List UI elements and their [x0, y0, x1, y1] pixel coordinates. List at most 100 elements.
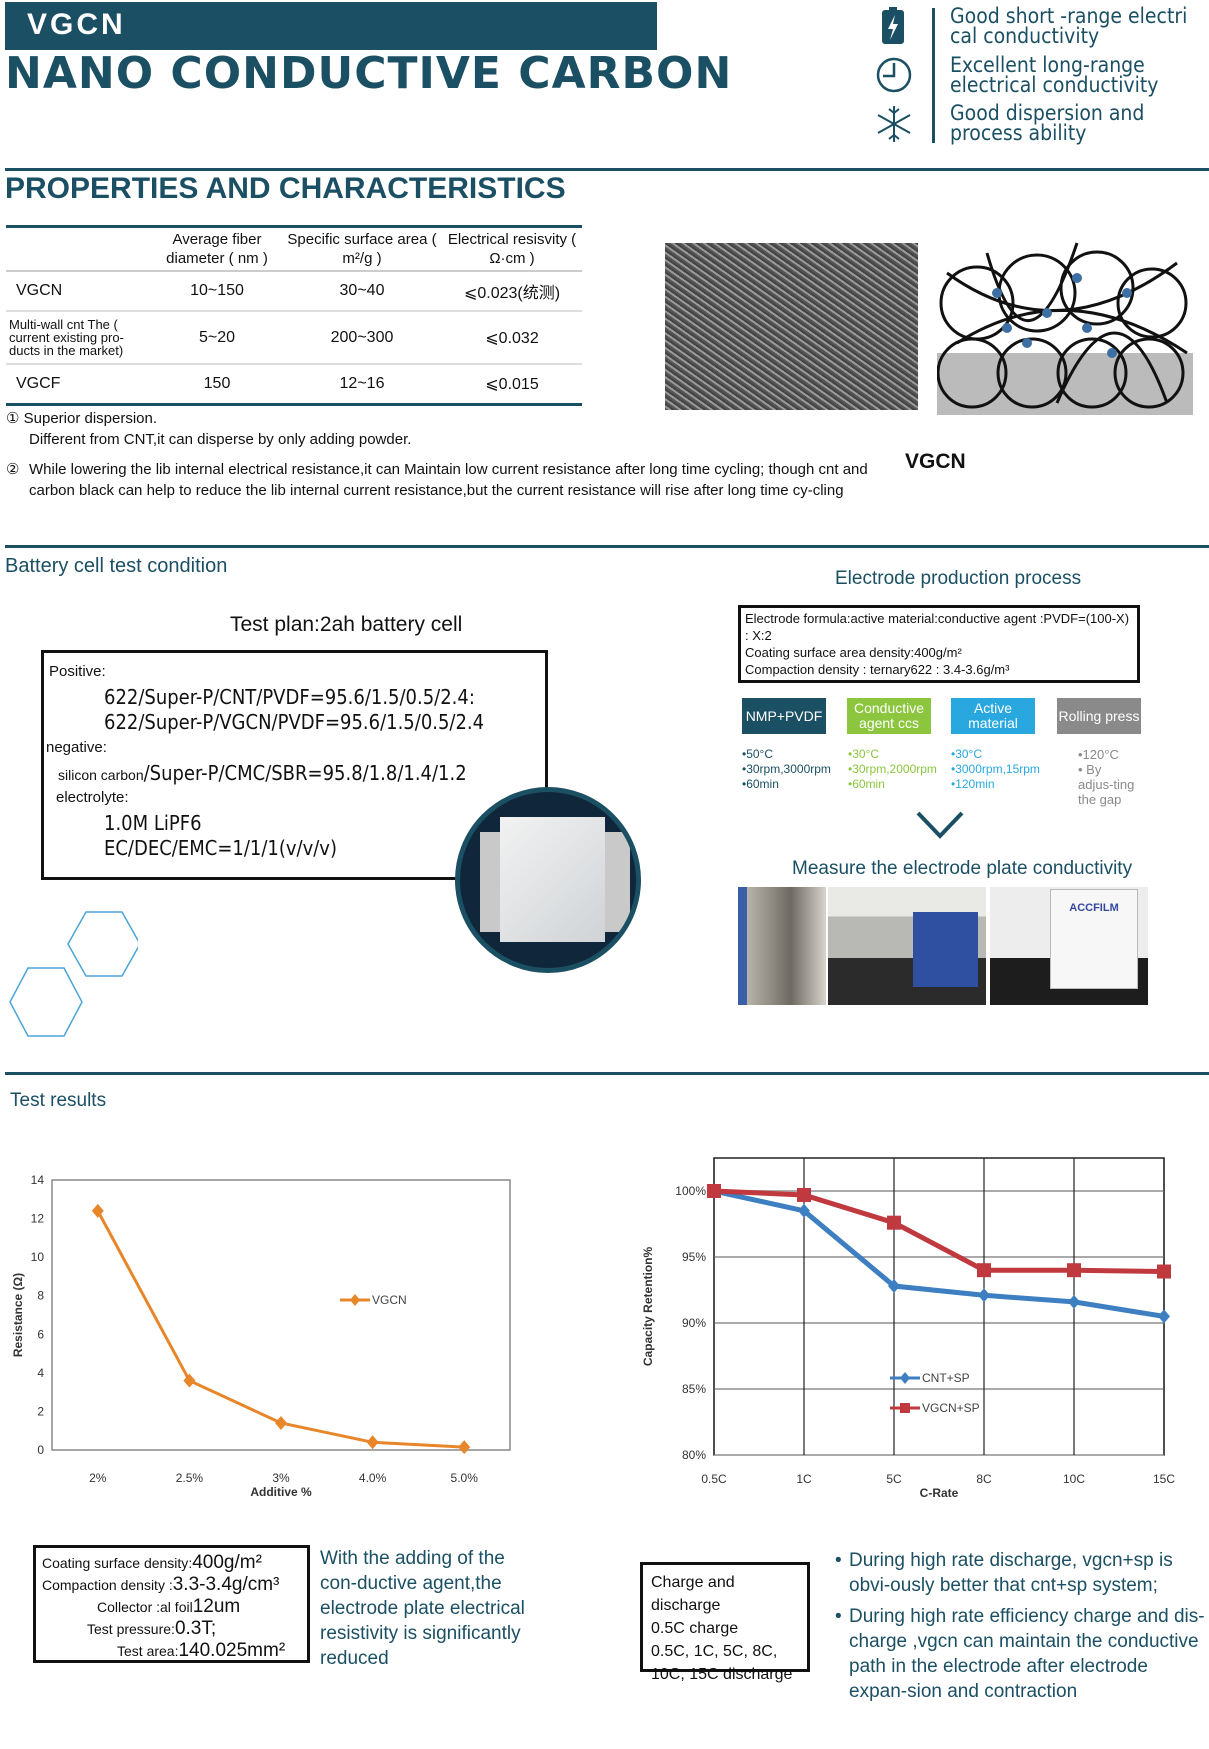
- step-details: •30°C •30rpm,2000rpm •60min: [848, 747, 937, 792]
- x-tick-label: 3%: [272, 1471, 290, 1485]
- x-axis-label: C-Rate: [920, 1486, 959, 1500]
- data-point: [1158, 1309, 1170, 1324]
- charge-line: Charge and discharge: [651, 1574, 735, 1614]
- resistivity-conclusion: With the adding of the con-ductive agent…: [320, 1548, 525, 1669]
- y-tick-label: 95%: [682, 1250, 706, 1264]
- y-tick-label: 85%: [682, 1382, 706, 1396]
- note-text: Superior dispersion.: [23, 410, 158, 427]
- note-1: ① Superior dispersion. Different from CN…: [6, 408, 896, 450]
- detail: •120°C: [1078, 747, 1119, 762]
- series-line-VGCN+SP: [713, 1188, 1165, 1275]
- param-row: Test area:140.025mm²: [117, 1640, 286, 1661]
- vgcn-structure-diagram: [937, 242, 1193, 415]
- electrolyte-value: 1.0M LiPF6: [104, 811, 202, 835]
- param-value: 0.3T;: [174, 1618, 217, 1639]
- cell: 150: [152, 364, 282, 406]
- y-axis-label: Resistance (Ω): [11, 1273, 25, 1357]
- measure-heading: Measure the electrode plate conductivity: [792, 858, 1133, 879]
- positive-formula: 622/Super-P/VGCN/PVDF=95.6/1.5/0.5/2.4: [104, 710, 485, 734]
- bullet-item: • During high rate efficiency charge and …: [835, 1606, 1205, 1702]
- step-details: •30°C •3000rpm,15rpm •120min: [951, 747, 1040, 792]
- charge-discharge-box: Charge and discharge 0.5C charge 0.5C, 1…: [640, 1562, 810, 1683]
- col-header: Specific surface area ( m²/g ): [282, 225, 442, 272]
- lightning-battery-icon: [882, 7, 904, 44]
- y-tick-label: 8: [37, 1289, 44, 1303]
- series-line-CNT+SP: [713, 1188, 1165, 1319]
- charge-line: 0.5C, 1C, 5C, 8C,: [651, 1643, 778, 1660]
- y-tick-label: 4: [37, 1366, 44, 1380]
- table-row: VGCN 10~150 30~40 ⩽0.023(统测): [6, 271, 582, 312]
- data-point: [183, 1373, 196, 1388]
- detail: •60min: [742, 777, 779, 791]
- param-label: Compaction density: [42, 1577, 165, 1593]
- properties-table: Average fiber diameter ( nm ) Specific s…: [6, 225, 582, 406]
- equipment-photo: [828, 887, 986, 1005]
- header-badge: VGCN: [5, 2, 657, 50]
- bullet-item: • During high rate discharge, vgcn+sp is …: [835, 1548, 1205, 1598]
- x-tick-label: 0.5C: [701, 1472, 727, 1486]
- conclusion-bullets: • During high rate discharge, vgcn+sp is …: [835, 1548, 1205, 1704]
- bullet-text: During high rate discharge, vgcn+sp is o…: [849, 1550, 1173, 1596]
- cell: 10~150: [152, 271, 282, 312]
- data-point: [798, 1203, 810, 1218]
- table-header-row: Average fiber diameter ( nm ) Specific s…: [6, 225, 582, 272]
- cell: 30~40: [282, 271, 442, 312]
- step-conductive-agent: Conductive agent ccs: [847, 698, 931, 734]
- detail: •3000rpm,15rpm: [951, 762, 1040, 776]
- equipment-photo: [738, 887, 826, 1005]
- chevron-down-icon: [916, 811, 964, 839]
- series-line-VGCN: [96, 1210, 465, 1449]
- cell: 5~20: [152, 311, 282, 365]
- feature-1: Good short -range electri cal conductivit…: [950, 6, 1187, 48]
- param-value: 400g/m²: [192, 1552, 262, 1573]
- x-tick-label: 10C: [1063, 1472, 1085, 1486]
- legend-marker: [350, 1294, 360, 1306]
- snowflake-icon: [877, 106, 911, 142]
- detail: •30°C: [848, 747, 880, 761]
- cell: Multi-wall cnt The ( current existing pr…: [6, 311, 152, 365]
- cell: VGCF: [6, 364, 152, 406]
- y-tick-label: 90%: [682, 1316, 706, 1330]
- feature-text: cal conductivity: [950, 24, 1100, 48]
- cell: 12~16: [282, 364, 442, 406]
- col-header: Electrical resisvity ( Ω·cm ): [442, 225, 582, 272]
- y-tick-label: 10: [31, 1250, 45, 1264]
- section-divider: [5, 168, 1209, 171]
- legend-label: CNT+SP: [922, 1371, 970, 1385]
- electrolyte-value: EC/DEC/EMC=1/1/1(v/v/v): [104, 836, 337, 860]
- test-plan-box: Positive: 622/Super-P/CNT/PVDF=95.6/1.5/…: [41, 650, 548, 880]
- detail: •120min: [951, 777, 995, 791]
- cell: ⩽0.023(统测): [442, 271, 582, 312]
- legend-marker: [900, 1403, 910, 1413]
- step-rolling-press: Rolling press: [1057, 698, 1141, 734]
- data-point: [707, 1184, 721, 1198]
- data-point: [1067, 1263, 1081, 1278]
- detail: •30rpm,2000rpm: [848, 762, 937, 776]
- section-divider: [5, 545, 1209, 548]
- charge-line: 10C, 15C discharge: [651, 1666, 793, 1683]
- data-point: [1157, 1264, 1171, 1279]
- cell: VGCN: [6, 271, 152, 312]
- y-tick-label: 0: [37, 1443, 44, 1457]
- detail: •30°C: [951, 747, 983, 761]
- x-tick-label: 2.5%: [176, 1471, 204, 1485]
- col-header: [6, 225, 152, 272]
- cell: ⩽0.032: [442, 311, 582, 365]
- charge-line: 0.5C charge: [651, 1620, 739, 1637]
- y-tick-label: 80%: [682, 1448, 706, 1462]
- bullet-text: During high rate efficiency charge and d…: [849, 1606, 1205, 1702]
- param-label: Coating surface density: [42, 1555, 189, 1571]
- data-point: [458, 1440, 471, 1455]
- col-header: Average fiber diameter ( nm ): [152, 225, 282, 272]
- test-parameters-box: Coating surface density:400g/m² Compacti…: [33, 1545, 310, 1663]
- data-point: [797, 1187, 811, 1202]
- data-point: [887, 1215, 901, 1230]
- y-tick-label: 2: [37, 1404, 44, 1418]
- detail: •30rpm,3000rpm: [742, 762, 831, 776]
- y-tick-label: 100%: [675, 1184, 706, 1198]
- x-tick-label: 5C: [886, 1472, 902, 1486]
- param-row: Collector :al foil12um: [42, 1596, 301, 1618]
- step-nmp-pvdf: NMP+PVDF: [742, 698, 826, 734]
- step-details: •50°C •30rpm,3000rpm •60min: [742, 747, 831, 792]
- table-row: Multi-wall cnt The ( current existing pr…: [6, 311, 582, 365]
